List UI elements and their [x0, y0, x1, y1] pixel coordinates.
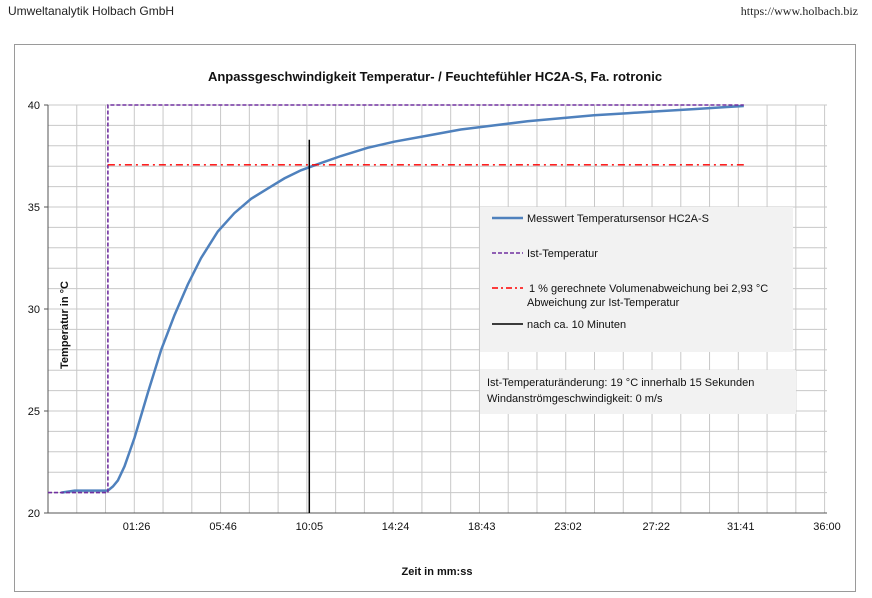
legend-label-ist: Ist-Temperatur	[527, 248, 598, 260]
annotation-background	[480, 370, 796, 414]
annotation-line-2: Windanströmgeschwindigkeit: 0 m/s	[487, 393, 663, 405]
chart-title: Anpassgeschwindigkeit Temperatur- / Feuc…	[208, 69, 662, 84]
x-tick-label: 31:41	[727, 521, 755, 533]
y-tick-label: 25	[28, 406, 40, 418]
x-axis-label: Zeit in mm:ss	[402, 566, 473, 578]
x-tick-label: 23:02	[554, 521, 582, 533]
legend-label-10min: nach ca. 10 Minuten	[527, 319, 626, 331]
company-name: Umweltanalytik Holbach GmbH	[8, 4, 175, 18]
series-messwert-line	[61, 104, 744, 494]
x-tick-label: 14:24	[382, 521, 410, 533]
legend-label-messwert: Messwert Temperatursensor HC2A-S	[527, 213, 709, 225]
legend-label-abweichung-2: Abweichung zur Ist-Temperatur	[527, 297, 680, 309]
legend-box	[480, 207, 793, 352]
y-tick-label: 35	[28, 202, 40, 214]
annotation-box: Ist-Temperaturänderung: 19 °C innerhalb …	[480, 370, 796, 414]
website-url[interactable]: https://www.holbach.biz	[740, 4, 858, 18]
legend: Messwert Temperatursensor HC2A-S Ist-Tem…	[480, 207, 793, 352]
y-tick-label: 20	[28, 508, 40, 520]
y-tick-label: 40	[28, 100, 40, 112]
y-axis-label: Temperatur in °C	[59, 281, 71, 369]
legend-label-abweichung-1: 1 % gerechnete Volumenabweichung bei 2,9…	[529, 283, 768, 295]
x-tick-label: 27:22	[642, 521, 670, 533]
x-tick-label: 18:43	[468, 521, 496, 533]
x-tick-label: 36:00	[813, 521, 841, 533]
x-tick-label: 01:26	[123, 521, 151, 533]
series-ist-temperatur-line	[48, 104, 744, 494]
y-tick-label: 30	[28, 304, 40, 316]
chart-svg: Anpassgeschwindigkeit Temperatur- / Feuc…	[28, 69, 841, 578]
annotation-line-1: Ist-Temperaturänderung: 19 °C innerhalb …	[487, 377, 754, 389]
x-tick-label: 05:46	[209, 521, 237, 533]
chart-frame: Anpassgeschwindigkeit Temperatur- / Feuc…	[14, 44, 856, 592]
x-tick-label: 10:05	[296, 521, 324, 533]
